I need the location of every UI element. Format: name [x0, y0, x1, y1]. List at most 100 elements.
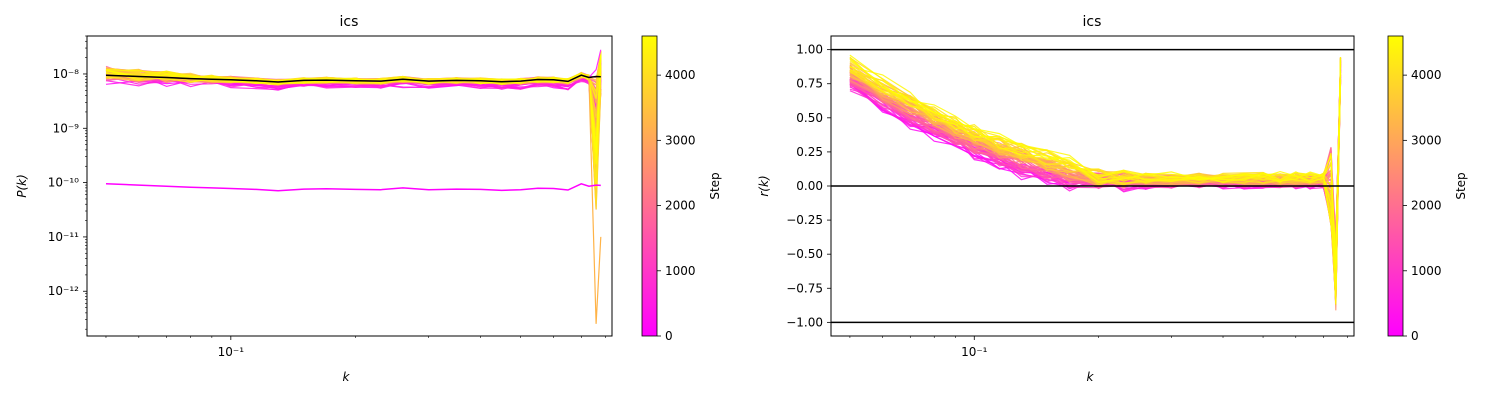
rk-step-curve [849, 67, 1342, 246]
pk-curves [105, 49, 602, 324]
rk-step-curve [849, 64, 1342, 248]
rk-step-curve [849, 74, 1342, 254]
rk-axes: 1.00 0.75 0.50 0.25 0.00 −0.25 −0.50 −0.75 −1.00… [786, 43, 1348, 359]
rk-step-curve [849, 57, 1342, 259]
rk-step-curve [849, 64, 1342, 261]
rk-step-curve [849, 67, 1342, 248]
rk-plot-frame [830, 35, 1355, 337]
rk-step-curve [849, 63, 1342, 250]
rk-ytick-label: −0.25 [786, 213, 823, 227]
pk-step-curve [105, 51, 602, 129]
rk-step-curve [849, 72, 1342, 246]
pk-colorbar-tick-label: 2000 [665, 199, 696, 213]
pk-initial-curve [105, 182, 601, 192]
pk-step-curve [105, 52, 602, 159]
pk-plot-frame [86, 35, 613, 337]
pk-xlabel: k [343, 370, 351, 384]
rk-step-curve [849, 62, 1342, 238]
pk-step-curve [105, 72, 602, 190]
rk-step-curve [849, 71, 1342, 248]
rk-step-curve [849, 61, 1342, 258]
pk-colorbar-tick-label: 0 [665, 329, 673, 343]
pk-step-curve [105, 69, 602, 201]
rk-title: ics [1083, 14, 1102, 30]
rk-step-curve [849, 60, 1342, 246]
rk-step-curve [849, 70, 1342, 244]
rk-xlabel: k [1087, 370, 1095, 384]
pk-colorbar-tick-label: 1000 [665, 264, 696, 278]
rk-colorbar-tick-label: 0 [1411, 329, 1419, 343]
rk-step-curve [849, 63, 1342, 241]
rk-step-curve [849, 66, 1342, 278]
pk-ytick-label: 10⁻¹² [48, 284, 79, 298]
rk-xtick-label: 10⁻¹ [961, 345, 988, 359]
rk-ytick-label: −0.50 [786, 247, 823, 261]
rk-colorbar-gradient [1387, 35, 1404, 337]
pk-ytick-label: 10⁻⁹ [53, 121, 80, 135]
pk-colorbar-tick-label: 3000 [665, 133, 696, 147]
rk-step-curve [849, 63, 1342, 247]
rk-step-curve [849, 60, 1342, 297]
rk-colorbar-tick-label: 4000 [1411, 68, 1442, 82]
pk-title: ics [340, 14, 359, 30]
rk-step-curve [849, 57, 1342, 268]
rk-reference-lines [831, 48, 1354, 324]
rk-step-curve [849, 60, 1342, 271]
pk-step-curve [105, 74, 602, 324]
pk-step-curve [105, 74, 602, 201]
rk-step-curve [849, 69, 1342, 247]
pk-step-curve [105, 57, 602, 131]
pk-xtick-label: 10⁻¹ [218, 345, 245, 359]
pk-ytick-label: 10⁻¹¹ [48, 230, 79, 244]
pk-colorbar: 0 1000 2000 3000 4000 Step [641, 35, 722, 343]
pk-step-curve [105, 51, 602, 165]
rk-step-curve [849, 64, 1342, 280]
pk-step-curve [105, 55, 602, 168]
rk-step-curve [849, 56, 1342, 279]
rk-step-curve [849, 65, 1342, 263]
rk-ytick-label: 0.25 [796, 145, 823, 159]
pk-step-curve [105, 56, 602, 156]
pk-colorbar-ticks: 0 1000 2000 3000 4000 [657, 68, 696, 343]
pk-panel: ics 10⁻¹² 10⁻¹¹ 10⁻¹⁰ 10⁻⁹ 10⁻⁸ 10⁻¹ k P(k) [15, 14, 613, 384]
rk-colorbar-tick-label: 1000 [1411, 264, 1442, 278]
rk-ytick-label: 0.75 [796, 77, 823, 91]
rk-step-curve [849, 62, 1342, 246]
rk-step-curve [849, 62, 1342, 271]
rk-colorbar: 0 1000 2000 3000 4000 Step [1387, 35, 1468, 343]
rk-ytick-label: −0.75 [786, 281, 823, 295]
rk-ylabel: r(k) [757, 175, 771, 196]
rk-step-curve [849, 61, 1342, 243]
rk-colorbar-ticks: 0 1000 2000 3000 4000 [1403, 68, 1442, 343]
rk-step-curve [849, 69, 1342, 275]
rk-ytick-label: 1.00 [796, 43, 823, 57]
rk-ytick-label: 0.50 [796, 111, 823, 125]
rk-panel: ics 1.00 0.75 0.50 0.25 0.00 −0.25 −0.50 −0.75 −… [757, 14, 1355, 384]
pk-step-curve [105, 53, 602, 140]
pk-step-curve [105, 55, 602, 163]
pk-colorbar-tick-label: 4000 [665, 68, 696, 82]
rk-step-curve [849, 72, 1342, 249]
pk-step-curve [105, 51, 602, 172]
rk-colorbar-tick-label: 2000 [1411, 199, 1442, 213]
pk-step-curve [105, 53, 602, 145]
rk-colorbar-tick-label: 3000 [1411, 133, 1442, 147]
rk-ytick-label: −1.00 [786, 315, 823, 329]
rk-ytick-label: 0.00 [796, 179, 823, 193]
rk-colorbar-label: Step [1454, 172, 1468, 199]
rk-step-curve [849, 57, 1342, 269]
rk-step-curve [849, 58, 1342, 276]
rk-step-curve [849, 69, 1342, 244]
rk-step-curve [849, 61, 1342, 305]
pk-reference-curve [105, 74, 601, 83]
pk-ylabel: P(k) [15, 174, 29, 198]
rk-step-curve [849, 57, 1342, 266]
pk-ytick-label: 10⁻⁸ [53, 67, 80, 81]
rk-curves [849, 54, 1342, 311]
pk-step-curve [105, 55, 602, 153]
rk-step-curve [849, 61, 1342, 243]
pk-axes: 10⁻¹² 10⁻¹¹ 10⁻¹⁰ 10⁻⁹ 10⁻⁸ 10⁻¹ [48, 35, 606, 359]
pk-step-curve [105, 51, 602, 183]
pk-step-curve [105, 52, 602, 151]
